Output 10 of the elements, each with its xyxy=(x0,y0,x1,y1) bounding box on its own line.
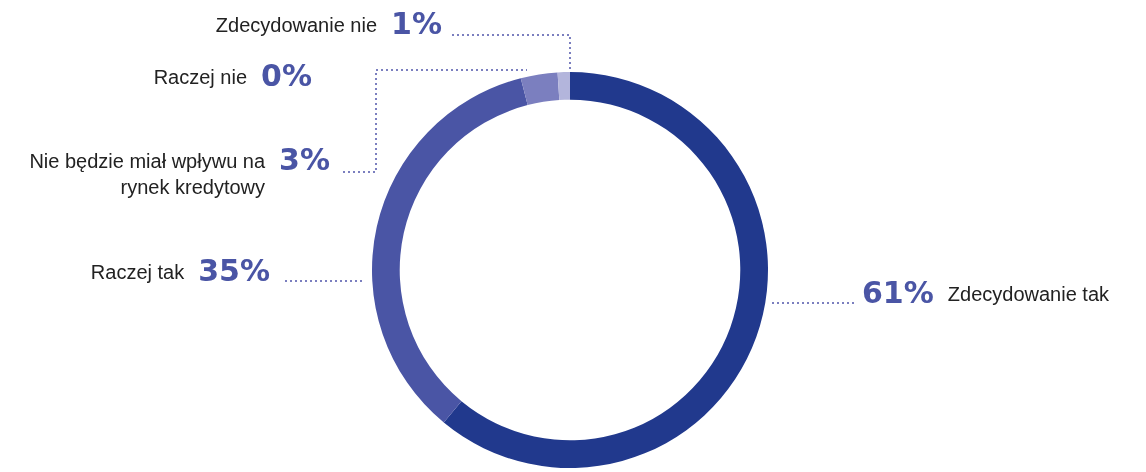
data-label: 35% xyxy=(198,252,270,288)
slice-label: Zdecydowanie tak xyxy=(947,282,1111,305)
data-label: 3% xyxy=(279,141,330,177)
text: 0% xyxy=(261,57,312,93)
slice-label: Zdecydowanie nie xyxy=(215,13,378,36)
slice-label: Raczej tak xyxy=(90,260,186,283)
data-label: 61% xyxy=(862,274,934,310)
slice-label: Nie będzie miał wpływu na rynek kredytowy xyxy=(29,149,266,198)
category-label: Raczej nie xyxy=(153,65,248,88)
data-label: 1% xyxy=(391,5,442,41)
